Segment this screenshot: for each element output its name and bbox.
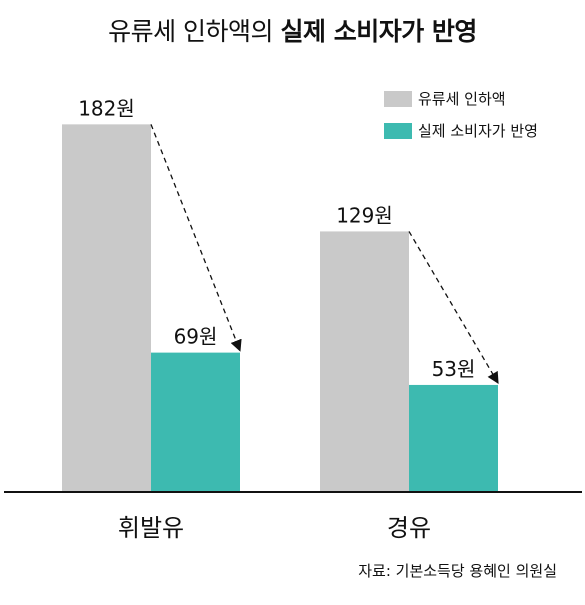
bar-reflected-1 <box>409 384 498 492</box>
legend-swatch-1 <box>384 123 412 139</box>
data-label-0-0: 182원 <box>78 96 135 120</box>
arrows-layer <box>150 124 499 384</box>
bar-reduction-0 <box>62 124 151 493</box>
data-label-1-1: 53원 <box>432 357 476 381</box>
bars-layer <box>62 124 498 493</box>
data-label-1-0: 69원 <box>174 325 218 349</box>
data-label-0-1: 129원 <box>336 203 393 227</box>
legend-label-1: 실제 소비자가 반영 <box>418 122 538 140</box>
bar-reduction-1 <box>320 231 409 493</box>
chart-title: 유류세 인하액의 실제 소비자가 반영 <box>0 12 585 48</box>
source-note: 자료: 기본소득당 용혜인 의원실 <box>358 562 557 580</box>
bar-reflected-0 <box>151 352 240 492</box>
chart-title-light: 유류세 인하액의 <box>108 17 274 46</box>
reduction-arrow-1 <box>408 231 499 384</box>
legend-swatch-0 <box>384 91 412 107</box>
category-label-0: 휘발유 <box>118 514 184 542</box>
reduction-arrow-0 <box>150 124 242 352</box>
legend-label-0: 유류세 인하액 <box>418 90 506 108</box>
category-label-1: 경유 <box>387 514 431 542</box>
chart-title-bold: 실제 소비자가 반영 <box>280 17 477 46</box>
